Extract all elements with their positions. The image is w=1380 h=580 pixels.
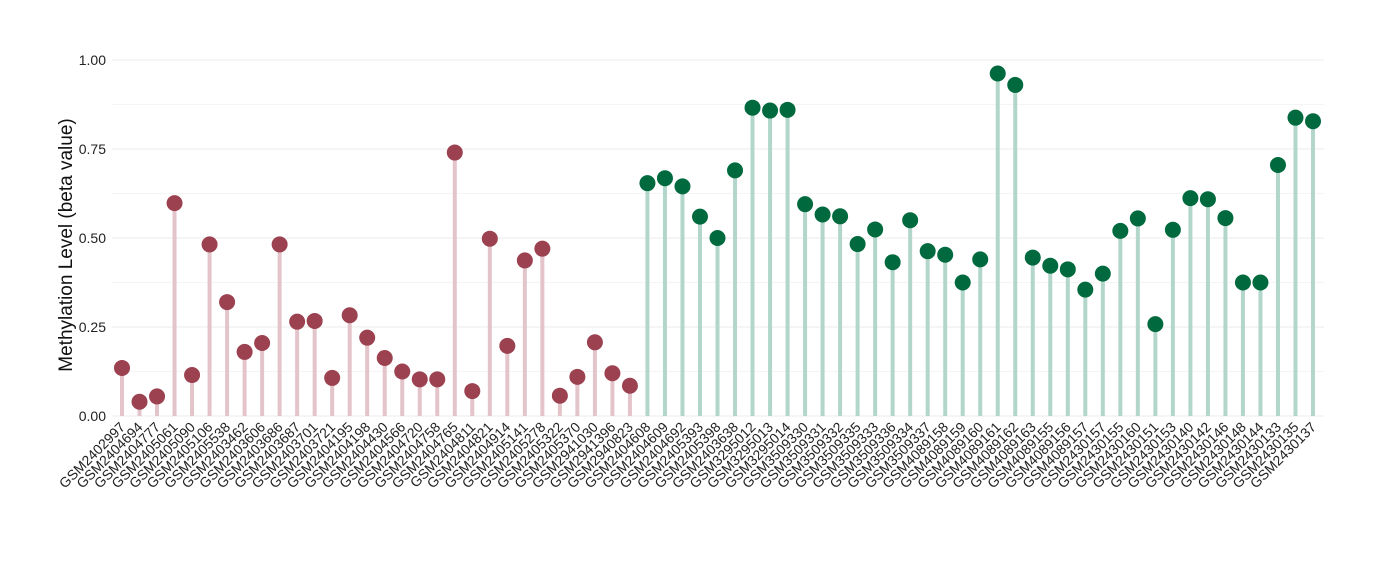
lollipop-point [446, 144, 463, 161]
y-axis: 0.00 0.25 0.50 0.75 1.00 [79, 52, 106, 424]
stem-layer [120, 73, 1315, 416]
lollipop-point [236, 343, 253, 360]
lollipop-point [551, 387, 568, 404]
lollipop-point [691, 208, 708, 225]
y-tick-label: 0.00 [79, 408, 106, 424]
lollipop-point [184, 367, 201, 384]
lollipop-point [481, 230, 498, 247]
lollipop-point [1182, 190, 1199, 207]
lollipop-point [131, 393, 148, 410]
lollipop-point [341, 307, 358, 324]
lollipop-point [832, 208, 849, 225]
lollipop-point [1252, 274, 1269, 291]
lollipop-point [1129, 210, 1146, 227]
lollipop-point [621, 377, 638, 394]
lollipop-point [429, 371, 446, 388]
lollipop-point [464, 383, 481, 400]
lollipop-point [604, 365, 621, 382]
lollipop-point [814, 206, 831, 223]
lollipop-point [271, 236, 288, 253]
lollipop-point [744, 99, 761, 116]
lollipop-point [1042, 257, 1059, 274]
lollipop-point [201, 236, 218, 253]
lollipop-point [516, 252, 533, 269]
lollipop-point [376, 349, 393, 366]
lollipop-point [709, 230, 726, 246]
lollipop-point [166, 195, 183, 212]
lollipop-point [674, 178, 691, 195]
lollipop-point [1217, 210, 1234, 227]
lollipop-point [989, 65, 1006, 82]
lollipop-point [1077, 281, 1094, 298]
lollipop-point [1269, 157, 1286, 174]
lollipop-point [324, 369, 341, 386]
lollipop-point [902, 212, 919, 229]
lollipop-point [1059, 261, 1076, 278]
lollipop-point [972, 251, 989, 268]
lollipop-point [586, 334, 603, 351]
point-layer [114, 65, 1321, 410]
lollipop-point [1234, 274, 1251, 291]
lollipop-point [919, 243, 936, 260]
lollipop-point [656, 170, 673, 187]
y-tick-label: 0.50 [79, 230, 106, 246]
lollipop-point [359, 329, 376, 346]
lollipop-point [1094, 265, 1111, 282]
lollipop-point [411, 371, 428, 388]
lollipop-point [779, 101, 796, 118]
lollipop-point [1024, 249, 1041, 266]
lollipop-point [1007, 76, 1024, 93]
lollipop-point [1305, 113, 1321, 130]
lollipop-point [306, 312, 323, 329]
lollipop-point [394, 363, 411, 380]
lollipop-point [1112, 222, 1129, 239]
lollipop-point [639, 175, 656, 192]
y-tick-label: 1.00 [79, 52, 106, 68]
lollipop-point [289, 313, 306, 330]
lollipop-point [797, 196, 814, 213]
lollipop-point [1199, 191, 1216, 208]
lollipop-point [762, 102, 779, 119]
lollipop-point [219, 294, 236, 311]
lollipop-point [937, 246, 954, 263]
lollipop-point [954, 274, 971, 291]
lollipop-point [499, 337, 516, 354]
lollipop-point [254, 335, 271, 352]
lollipop-point [534, 240, 551, 257]
lollipop-point [1164, 221, 1181, 238]
lollipop-point [114, 359, 130, 376]
lollipop-point [1147, 316, 1164, 333]
x-axis: GSM2402997GSM2404694GSM2404777GSM2405061… [56, 419, 1320, 492]
lollipop-point [867, 221, 884, 238]
lollipop-point [849, 236, 866, 253]
y-tick-label: 0.25 [79, 319, 106, 335]
lollipop-point [1287, 109, 1304, 126]
lollipop-point [727, 162, 744, 179]
lollipop-point [884, 254, 901, 271]
y-axis-title: Methylation Level (beta value) [56, 118, 77, 371]
lollipop-point [149, 388, 166, 405]
y-tick-label: 0.75 [79, 141, 106, 157]
lollipop-point [569, 368, 586, 385]
